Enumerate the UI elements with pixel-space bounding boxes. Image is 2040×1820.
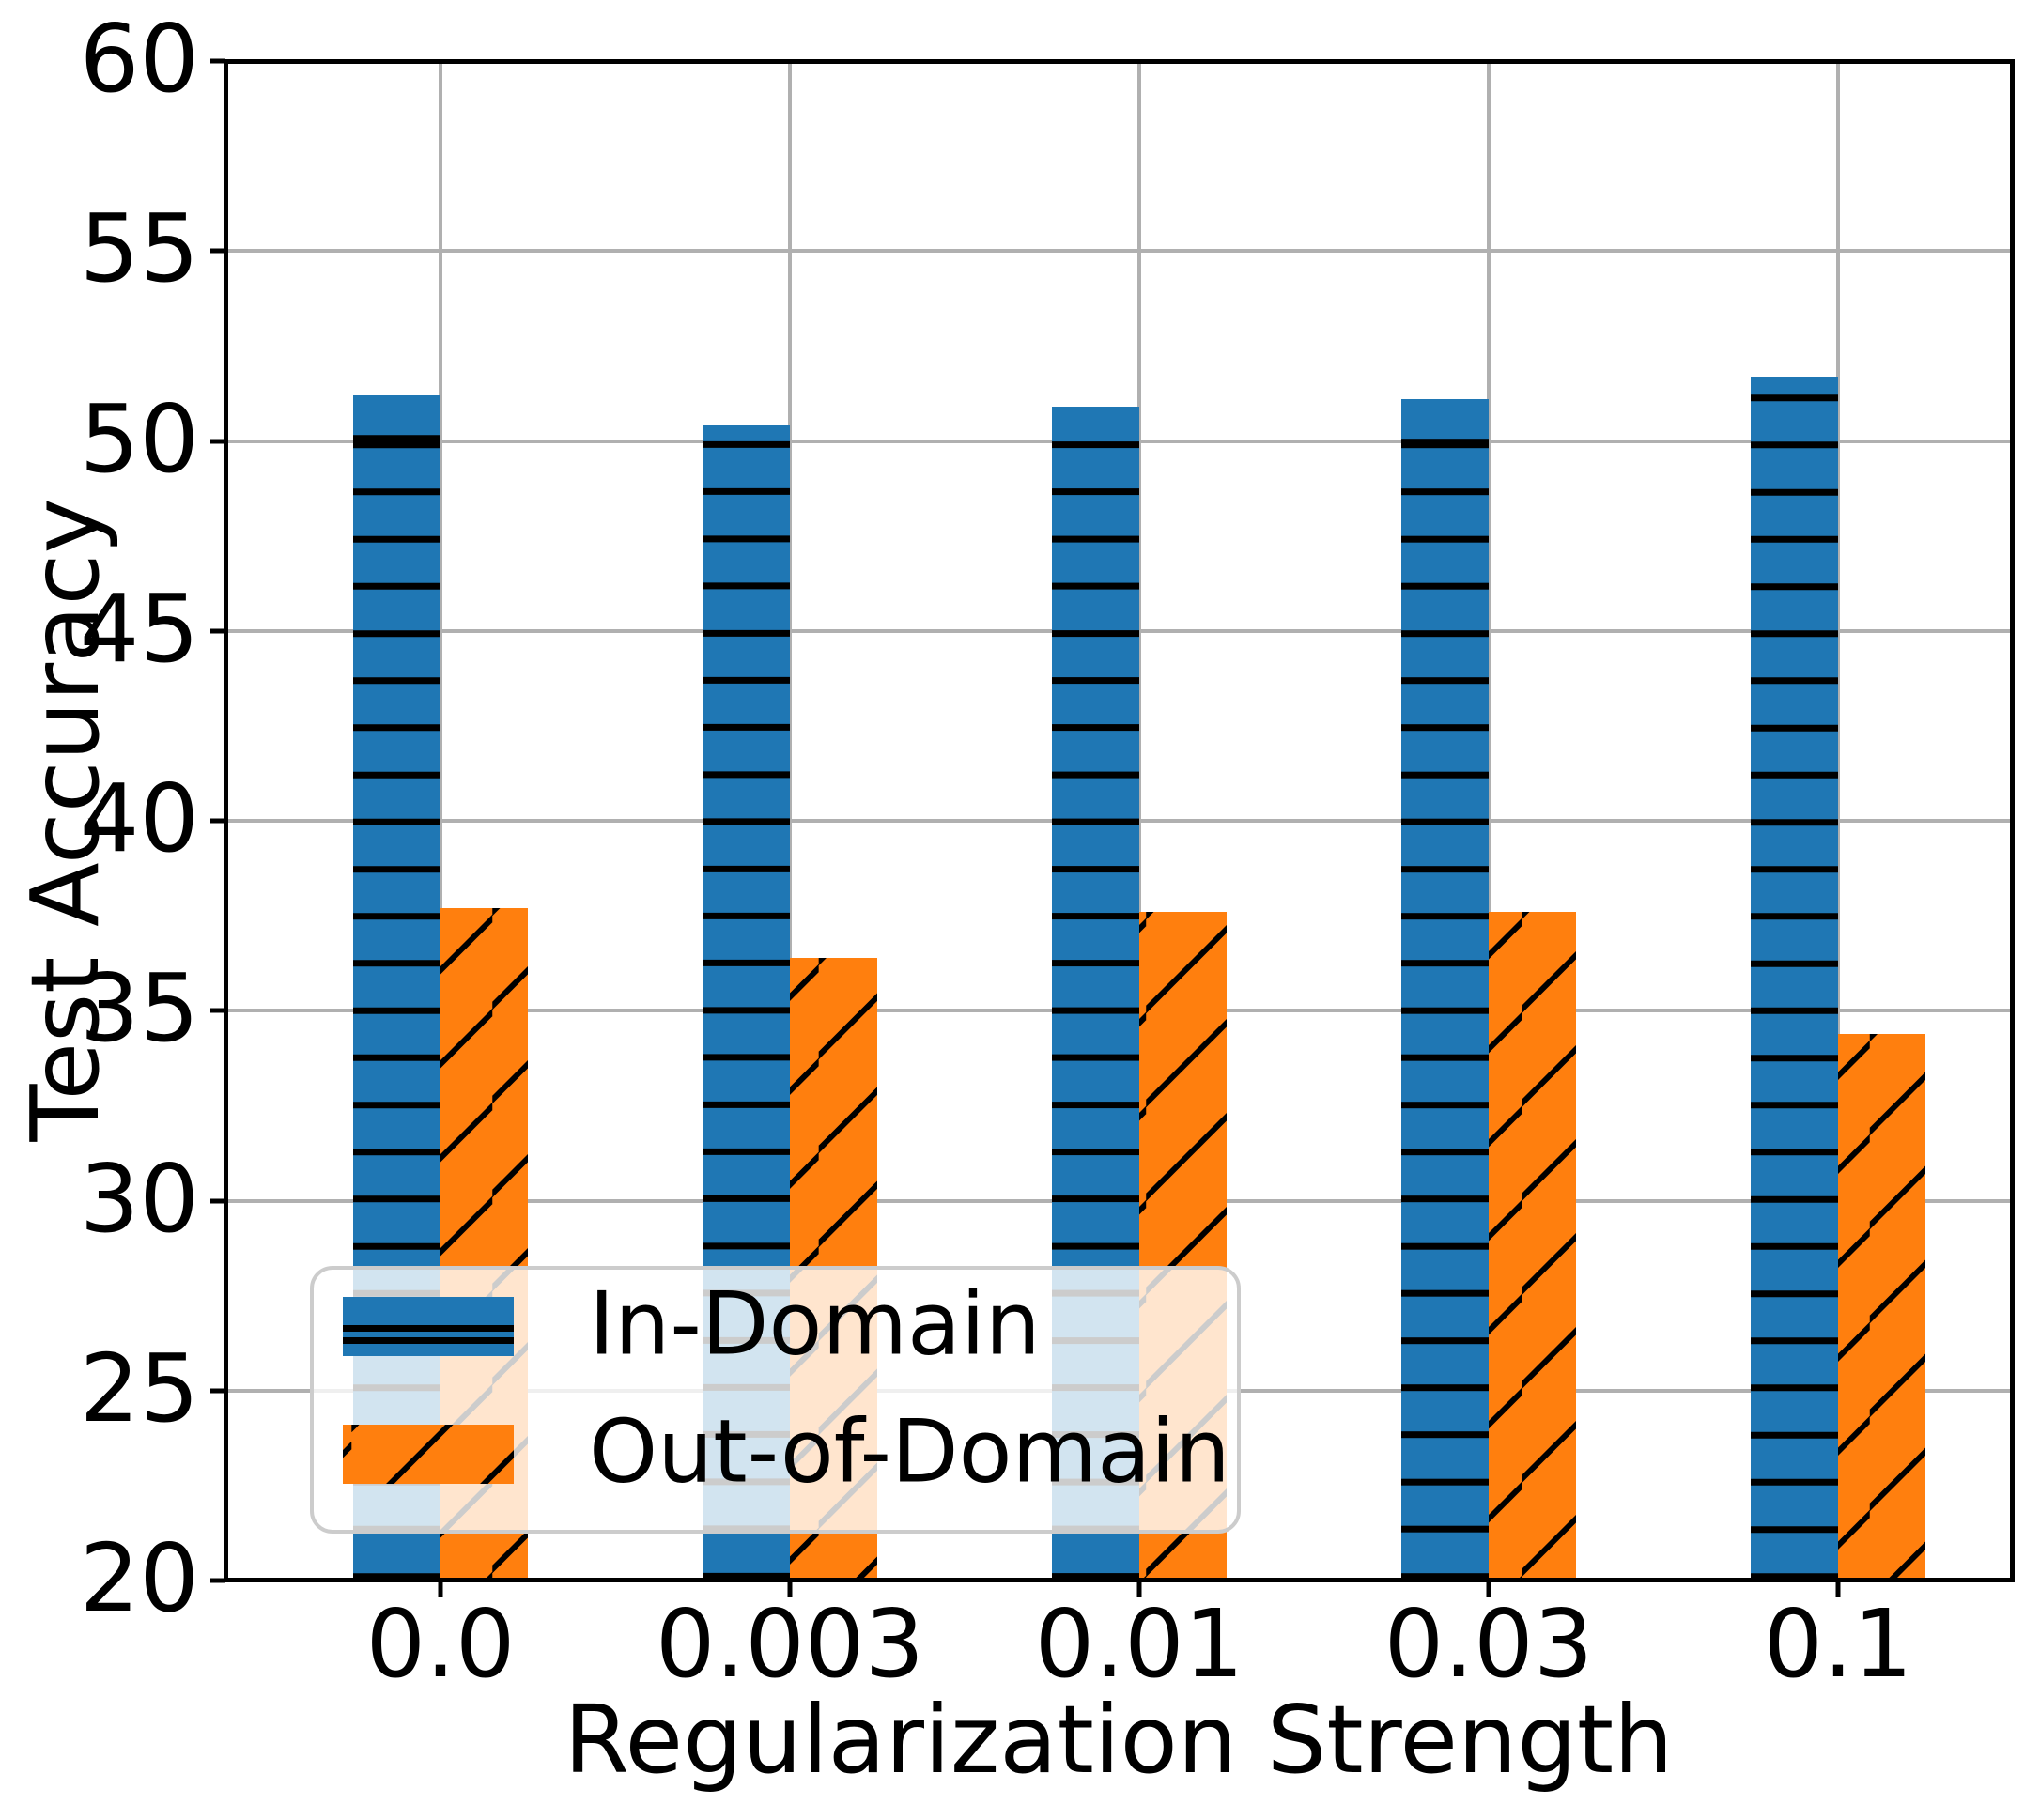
y-tick-45 <box>210 628 225 634</box>
v-gridline-0.01 <box>1137 61 1141 1581</box>
legend-swatch-in-domain <box>343 1297 514 1356</box>
x-tick-label-0.03: 0.03 <box>1383 1589 1594 1699</box>
h-gridline-55 <box>225 249 2013 254</box>
y-tick-55 <box>210 248 225 254</box>
x-tick-label-0.01: 0.01 <box>1034 1589 1244 1699</box>
y-tick-60 <box>210 58 225 64</box>
top-spine <box>224 59 2015 64</box>
v-gridline-0.1 <box>1836 61 1840 1581</box>
v-gridline-0.03 <box>1487 61 1491 1581</box>
x-tick-label-0.003: 0.003 <box>655 1589 925 1699</box>
y-tick-40 <box>210 818 225 824</box>
legend-label-out-of-domain: Out-of-Domain <box>589 1400 1230 1503</box>
y-tick-35 <box>210 1008 225 1013</box>
y-tick-25 <box>210 1388 225 1394</box>
y-tick-50 <box>210 439 225 443</box>
bar-in-domain-0.03 <box>1401 399 1489 1581</box>
v-gridline-0.0 <box>439 61 442 1581</box>
legend-swatch-out-of-domain <box>343 1425 514 1484</box>
y-tick-label-55: 55 <box>79 193 199 304</box>
y-tick-20 <box>210 1578 225 1583</box>
bar-out-of-domain-0.1 <box>1838 1033 1925 1581</box>
right-spine <box>2010 59 2015 1582</box>
x-axis-label: Regularization Strength <box>564 1685 1674 1795</box>
y-tick-label-20: 20 <box>79 1523 199 1633</box>
y-tick-label-35: 35 <box>79 953 199 1064</box>
bar-in-domain-0.1 <box>1751 376 1838 1581</box>
bottom-spine <box>224 1578 2015 1582</box>
plot-area: In-Domain Out-of-Domain <box>210 58 2015 1597</box>
left-spine <box>224 59 228 1582</box>
bar-out-of-domain-0.03 <box>1489 912 1576 1581</box>
x-tick-0.0 <box>438 1582 443 1597</box>
y-tick-label-45: 45 <box>79 573 199 684</box>
legend: In-Domain Out-of-Domain <box>310 1266 1241 1534</box>
x-tick-0.1 <box>1835 1582 1841 1597</box>
y-tick-label-40: 40 <box>79 763 199 873</box>
y-tick-label-50: 50 <box>79 383 199 494</box>
x-tick-0.003 <box>787 1582 793 1597</box>
x-tick-0.03 <box>1486 1582 1491 1597</box>
y-tick-30 <box>210 1198 225 1203</box>
y-tick-label-25: 25 <box>79 1333 199 1443</box>
y-tick-label-60: 60 <box>79 4 199 114</box>
x-tick-label-0.0: 0.0 <box>365 1589 516 1699</box>
legend-label-in-domain: In-Domain <box>589 1272 1041 1375</box>
y-axis-label: Test Accuracy <box>10 498 120 1142</box>
ticks-layer <box>210 58 2013 1597</box>
x-tick-0.01 <box>1136 1582 1142 1597</box>
v-gridline-0.003 <box>788 61 792 1581</box>
x-tick-label-0.1: 0.1 <box>1763 1589 1913 1699</box>
y-tick-label-30: 30 <box>79 1143 199 1254</box>
